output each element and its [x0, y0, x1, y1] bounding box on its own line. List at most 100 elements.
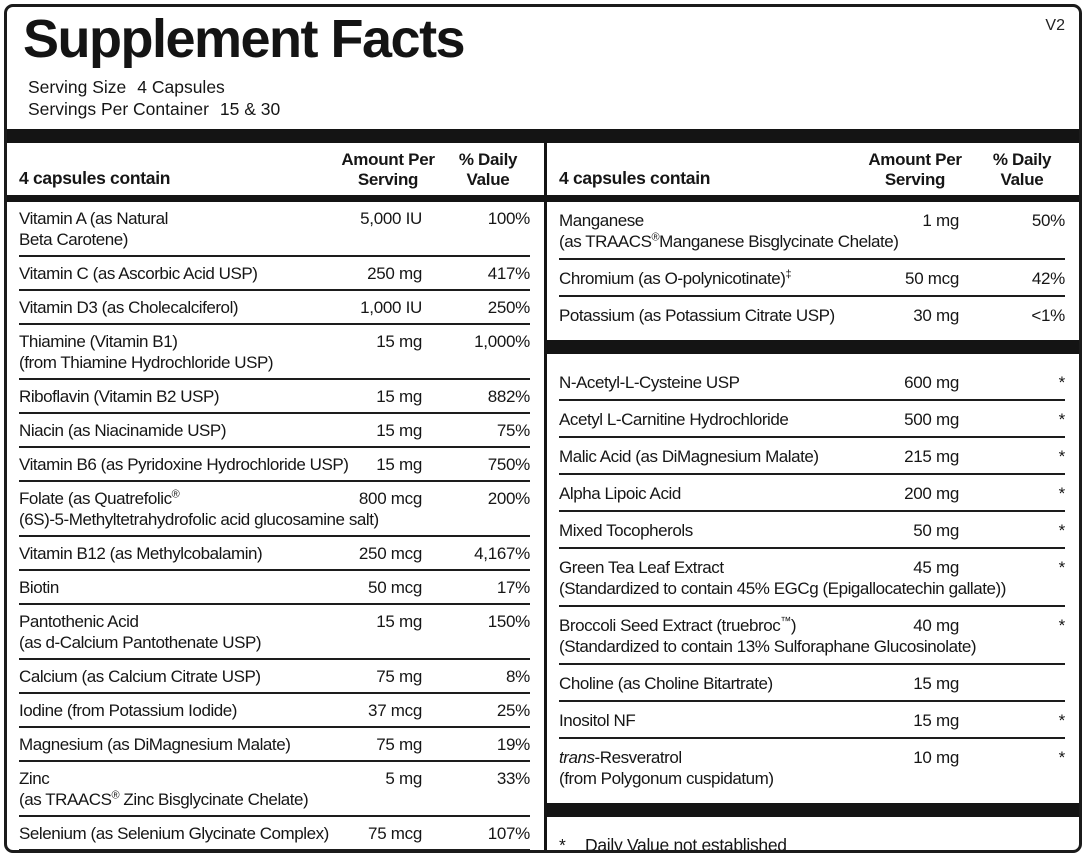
amount-per-serving: 15 mg	[376, 612, 422, 632]
daily-value: 150%	[487, 612, 531, 632]
section-divider-bar	[547, 340, 1079, 355]
daily-value: <1%	[1031, 306, 1065, 326]
amount-per-serving: 1 mg	[922, 211, 959, 231]
table-row: Vitamin B12 (as Methylcobalamin) 250 mcg 4…	[19, 537, 530, 572]
table-row-main: Malic Acid (as DiMagnesium Malate) 215 mg…	[559, 446, 1065, 467]
ingredient-name: Choline (as Choline Bitartrate)	[559, 674, 773, 694]
amount-per-serving: 50 mcg	[905, 269, 959, 289]
daily-value: *	[1058, 616, 1066, 636]
daily-value: 250%	[487, 298, 531, 318]
table-row-main: Inositol NF 15 mg *	[559, 710, 1065, 731]
amount-per-serving-header: Amount Per Serving	[341, 150, 435, 190]
left-column-header: 4 capsules contain Amount Per Serving % …	[7, 143, 544, 195]
table-row: Folate (as Quatrefolic® 800 mcg 200% (6S)-5…	[19, 482, 530, 538]
table-row-main: Zinc 5 mg 33%	[19, 768, 530, 789]
top-divider-bar	[7, 129, 1079, 144]
table-row-main: trans-Resveratrol 10 mg *	[559, 747, 1065, 768]
ingredient-name: Thiamine (Vitamin B1)	[19, 332, 178, 352]
table-row: Vitamin A (as Natural 5,000 IU 100% Beta Ca…	[19, 202, 531, 258]
ingredient-name: Vitamin B12 (as Methylcobalamin)	[19, 544, 263, 564]
table-row-main: Magnesium (as DiMagnesium Malate) 75 mg 19…	[19, 734, 530, 755]
table-row-main: Selenium (as Selenium Glycinate Complex)…	[19, 823, 530, 844]
ingredient-name: Folate (as Quatrefolic®	[19, 488, 180, 509]
ingredient-name-line2: (from Thiamine Hydrochloride USP)	[19, 353, 274, 373]
amount-per-serving: 5 mg	[385, 769, 422, 789]
daily-value: 100%	[487, 209, 531, 229]
left-rows-container: Vitamin A (as Natural 5,000 IU 100% Beta Ca…	[7, 202, 544, 850]
table-row-main: Potassium (as Potassium Citrate USP) 30 m…	[559, 305, 1065, 326]
table-row: Iodine (from Potassium Iodide) 37 mcg 25%	[19, 694, 530, 729]
right-rows-container: Manganese 1 mg 50% (as TRAACS®Manganese Bis…	[547, 202, 1079, 850]
amount-per-serving: 250 mg	[367, 264, 422, 284]
amount-per-serving: 200 mg	[904, 484, 959, 504]
table-row: Green Tea Leaf Extract 45 mg * (Standardize…	[559, 549, 1066, 608]
page-title: Supplement Facts	[23, 9, 466, 69]
amount-per-serving: 1,000 IU	[360, 298, 422, 318]
serving-size-value: 4 Capsules	[137, 77, 225, 98]
ingredient-name-line2: (as TRAACS® Zinc Bisglycinate Chelate)	[19, 789, 309, 810]
table-row-main: Choline (as Choline Bitartrate) 15 mg	[559, 673, 1065, 694]
ingredient-name: Chromium (as O-polynicotinate)‡	[559, 268, 792, 289]
footnote-divider-bar	[547, 803, 1079, 818]
daily-value: *	[1058, 558, 1066, 578]
ingredient-name: Green Tea Leaf Extract	[559, 558, 724, 578]
ingredient-name: Vitamin C (as Ascorbic Acid USP)	[19, 264, 258, 284]
daily-value: 750%	[487, 455, 531, 475]
table-row: Potassium (as Potassium Citrate USP) 30 m…	[559, 297, 1065, 332]
daily-value: 33%	[496, 769, 530, 789]
table-row: Choline (as Choline Bitartrate) 15 mg	[559, 665, 1065, 703]
amount-per-serving: 15 mg	[376, 455, 422, 475]
ingredient-name: Iodine (from Potassium Iodide)	[19, 701, 237, 721]
table-row-main: Calcium (as Calcium Citrate USP) 75 mg 8%	[19, 666, 530, 687]
table-row-main: Riboflavin (Vitamin B2 USP) 15 mg 882%	[19, 386, 530, 407]
table-row: Chromium (as O-polynicotinate)‡ 50 mcg 42%	[559, 260, 1065, 298]
daily-value: 1,000%	[474, 332, 530, 352]
ingredient-name: Acetyl L-Carnitine Hydrochloride	[559, 410, 789, 430]
ingredient-name-line2: (from Polygonum cuspidatum)	[559, 769, 774, 789]
table-row-main: Mixed Tocopherols 50 mg *	[559, 520, 1065, 541]
table-row: Inositol NF 15 mg *	[559, 702, 1065, 740]
ingredient-name-line2: (as d-Calcium Pantothenate USP)	[19, 633, 262, 653]
daily-value: 4,167%	[474, 544, 530, 564]
right-column: 4 capsules contain Amount Per Serving % …	[544, 143, 1079, 850]
footnote: * Daily Value not established	[559, 827, 1065, 853]
table-row: Manganese 1 mg 50% (as TRAACS®Manganese Bis…	[559, 202, 1065, 261]
daily-value-header: % Daily Value	[992, 150, 1052, 190]
footnote-text: Daily Value not established	[585, 835, 787, 853]
servings-per-container-label: Servings Per Container	[28, 99, 209, 120]
ingredient-name: Potassium (as Potassium Citrate USP)	[559, 306, 835, 326]
daily-value: 8%	[506, 667, 530, 687]
daily-value: 107%	[487, 824, 531, 844]
table-row-main: Vitamin B12 (as Methylcobalamin) 250 mcg 4…	[19, 543, 530, 564]
table-row: Niacin (as Niacinamide USP) 15 mg 75%	[19, 414, 530, 449]
table-row: Malic Acid (as DiMagnesium Malate) 215 mg…	[559, 438, 1065, 476]
version-tag: V2	[1045, 17, 1065, 34]
table-row: Vitamin D3 (as Cholecalciferol) 1,000 IU 2…	[19, 291, 531, 326]
amount-per-serving: 15 mg	[376, 387, 422, 407]
servings-per-container-line: Servings Per Container 15 & 30	[28, 98, 1063, 120]
table-row-main: Vitamin B6 (as Pyridoxine Hydrochloride …	[19, 454, 530, 475]
table-row-main: Vitamin C (as Ascorbic Acid USP) 250 mg 41…	[19, 263, 530, 284]
amount-per-serving: 75 mg	[376, 735, 422, 755]
amount-per-serving-header: Amount Per Serving	[868, 150, 962, 190]
daily-value: 75%	[496, 421, 530, 441]
amount-per-serving: 75 mg	[376, 667, 422, 687]
daily-value-header: % Daily Value	[458, 150, 518, 190]
ingredient-name-line2: Beta Carotene)	[19, 230, 128, 250]
table-row: trans-Resveratrol 10 mg * (from Polygonum c…	[559, 739, 1065, 795]
ingredient-name: Biotin	[19, 578, 59, 598]
daily-value: 17%	[496, 578, 530, 598]
ingredient-name: Alpha Lipoic Acid	[559, 484, 681, 504]
supplement-facts-label: V2 Supplement Facts Serving Size 4 Capsul…	[4, 4, 1082, 853]
table-row: Selenium (as Selenium Glycinate Complex)…	[19, 817, 530, 850]
ingredient-name: Inositol NF	[559, 711, 636, 731]
servings-per-container-value: 15 & 30	[219, 99, 281, 120]
serving-info: Serving Size 4 Capsules Servings Per Cont…	[23, 76, 1063, 120]
table-row: Riboflavin (Vitamin B2 USP) 15 mg 882%	[19, 380, 530, 415]
table-row-main: N-Acetyl-L-Cysteine USP 600 mg *	[559, 372, 1065, 393]
table-row-main: Manganese 1 mg 50%	[559, 210, 1065, 231]
table-row: Mixed Tocopherols 50 mg *	[559, 512, 1065, 550]
daily-value: 882%	[487, 387, 531, 407]
amount-per-serving: 15 mg	[376, 421, 422, 441]
ingredient-name-line2: (6S)-5-Methyltetrahydrofolic acid glucos…	[19, 510, 379, 530]
